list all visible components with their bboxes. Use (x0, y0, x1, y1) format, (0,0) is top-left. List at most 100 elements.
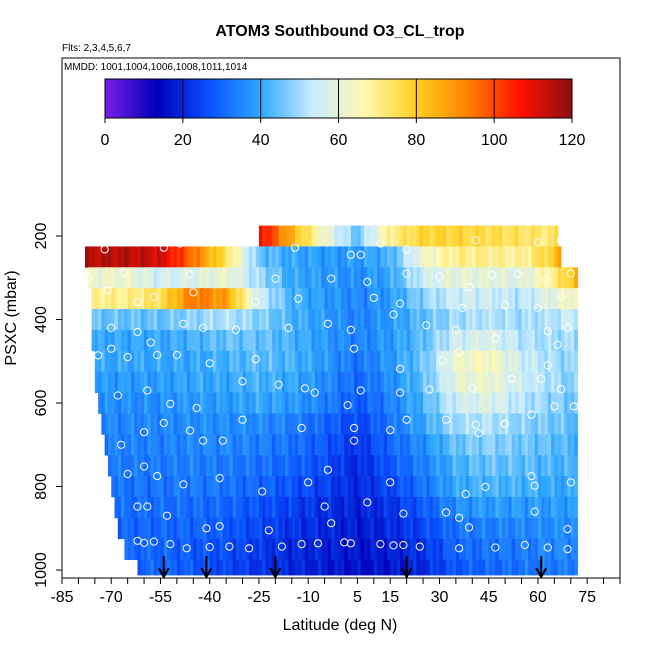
heatmap-cell (521, 413, 526, 435)
heatmap-cell (157, 267, 162, 289)
heatmap-cell (242, 434, 247, 456)
heatmap-cell (442, 434, 447, 456)
heatmap-cell (521, 455, 526, 477)
heatmap-cell (380, 476, 385, 498)
heatmap-cell (409, 455, 414, 477)
heatmap-cell (442, 559, 447, 576)
heatmap-cell (327, 434, 332, 456)
heatmap-cell (455, 455, 460, 477)
heatmap-cell (521, 371, 526, 393)
heatmap-cell (528, 434, 532, 456)
heatmap-cell (409, 559, 414, 576)
heatmap-cell (508, 392, 513, 414)
heatmap-cell (554, 309, 559, 331)
heatmap-cell (541, 559, 546, 576)
heatmap-cell (324, 496, 329, 519)
heatmap-cell (557, 350, 562, 373)
heatmap-cell (130, 371, 135, 393)
heatmap-cell (547, 413, 552, 435)
heatmap-cell (144, 538, 148, 560)
heatmap-cell (111, 392, 116, 414)
heatmap-cell (544, 246, 549, 268)
heatmap-cell (567, 496, 572, 519)
heatmap-cell (268, 476, 273, 498)
heatmap-cell (281, 288, 286, 310)
heatmap-cell (396, 538, 401, 560)
heatmap-cell (245, 559, 250, 576)
heatmap-cell (298, 392, 303, 414)
heatmap-cell (380, 413, 385, 435)
heatmap-cell (396, 371, 401, 393)
heatmap-cell (314, 496, 319, 519)
heatmap-cell (377, 267, 381, 289)
heatmap-cell (91, 288, 96, 310)
heatmap-cell (153, 538, 158, 560)
heatmap-cell (475, 246, 480, 268)
heatmap-cell (314, 434, 319, 456)
sample-point (533, 238, 543, 247)
heatmap-cell (163, 392, 168, 414)
heatmap-cell (186, 434, 191, 456)
heatmap-cell (354, 329, 359, 352)
heatmap-cell (360, 496, 365, 519)
heatmap-cell (252, 476, 257, 498)
heatmap-cell (508, 309, 513, 331)
heatmap-cell (354, 434, 359, 456)
heatmap-cell (114, 392, 119, 414)
heatmap-cell (551, 517, 555, 540)
heatmap-cell (363, 455, 368, 477)
heatmap-cell (544, 267, 549, 289)
heatmap-cell (423, 517, 427, 540)
heatmap-cell (91, 329, 96, 352)
heatmap-cell (160, 434, 165, 456)
heatmap-cell (491, 350, 496, 373)
heatmap-cell (314, 455, 319, 477)
heatmap-cell (475, 538, 480, 560)
heatmap-cell (390, 392, 395, 414)
heatmap-cell (442, 246, 447, 268)
heatmap-cell (518, 538, 523, 560)
heatmap-cell (383, 371, 388, 393)
heatmap-cell (505, 517, 509, 540)
heatmap-cell (357, 246, 362, 268)
heatmap-cell (334, 392, 339, 414)
heatmap-cell (528, 309, 532, 331)
heatmap-cell (574, 413, 578, 435)
heatmap-cell (314, 267, 319, 289)
heatmap-cell (390, 309, 395, 331)
heatmap-cell (406, 267, 411, 289)
heatmap-cell (413, 517, 418, 540)
heatmap-cell (495, 329, 500, 352)
heatmap-cell (524, 246, 529, 268)
heatmap-cell (209, 267, 214, 289)
heatmap-cell (383, 309, 388, 331)
heatmap-cell (570, 517, 575, 540)
heatmap-cell (442, 413, 447, 435)
heatmap-cell (331, 538, 336, 560)
heatmap-cell (144, 455, 148, 477)
heatmap-cell (111, 371, 116, 393)
heatmap-cell (547, 329, 552, 352)
heatmap-cell (541, 225, 546, 247)
heatmap-cell (212, 309, 217, 331)
heatmap-cell (380, 455, 385, 477)
heatmap-cell (232, 455, 237, 477)
heatmap-cell (554, 538, 559, 560)
heatmap-cell (544, 225, 549, 247)
heatmap-cell (193, 392, 198, 414)
heatmap-cell (203, 413, 208, 435)
sample-point (527, 472, 536, 481)
heatmap-cell (363, 434, 368, 456)
heatmap-cell (416, 288, 421, 310)
heatmap-cell (554, 455, 559, 477)
heatmap-cell (505, 246, 509, 268)
heatmap-cell (439, 517, 444, 540)
heatmap-cell (249, 434, 253, 456)
heatmap-cell (104, 246, 109, 268)
heatmap-cell (173, 476, 178, 498)
heatmap-cell (380, 538, 385, 560)
heatmap-cell (514, 413, 519, 435)
heatmap-cell (242, 267, 247, 289)
heatmap-cell (222, 329, 227, 352)
heatmap-cell (491, 329, 496, 352)
